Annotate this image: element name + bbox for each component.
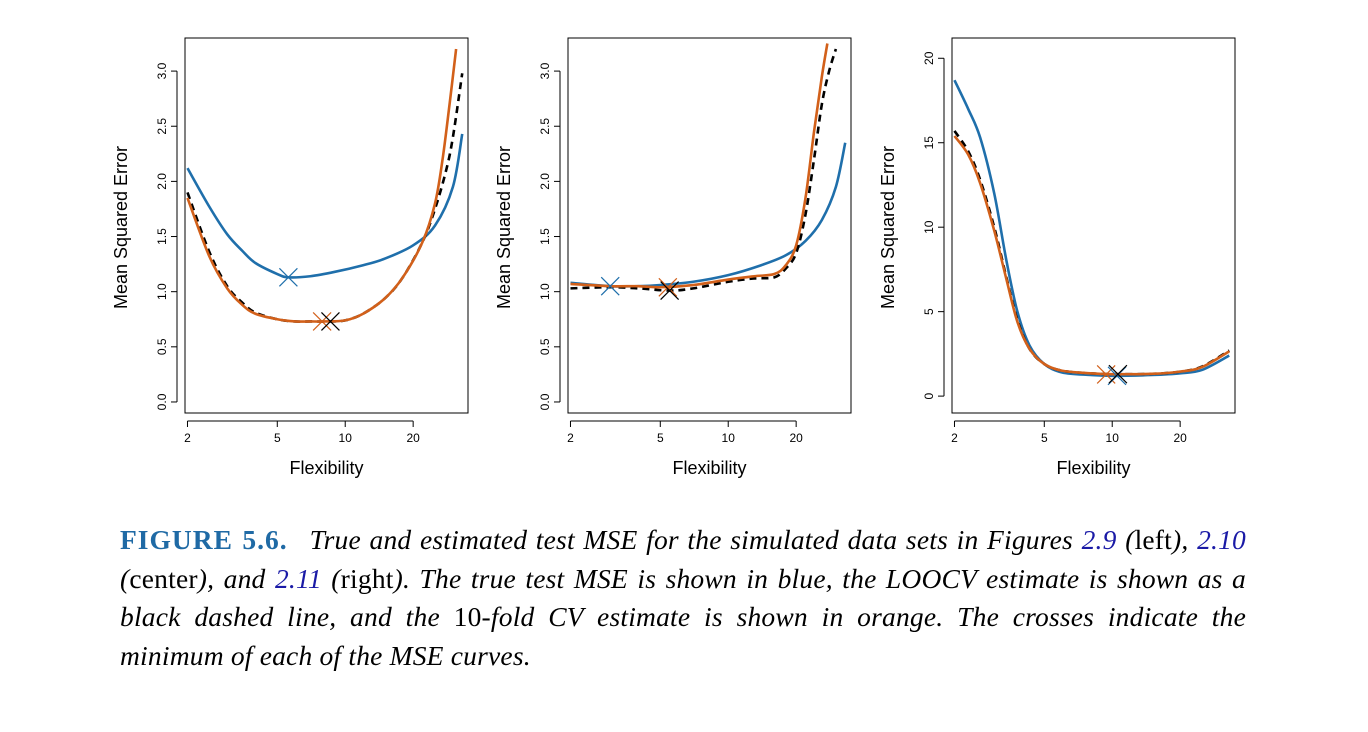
y-tick-label: 3.0: [538, 62, 552, 79]
x-tick-label: 2: [567, 431, 574, 445]
caption-text: right: [340, 562, 394, 594]
plot-frame: [951, 37, 1236, 414]
tenfold-cv-line: [570, 43, 829, 289]
y-axis-title: Mean Squared Error: [878, 146, 898, 309]
cross-stroke: [660, 281, 680, 300]
x-axis-title: Flexibility: [289, 458, 363, 478]
caption-text: center: [129, 562, 198, 594]
y-tick-label: 1.5: [538, 228, 552, 245]
loocv-estimate-line: [953, 130, 1230, 376]
minimum-cross-marker: [1108, 364, 1128, 384]
x-tick-label: 20: [1173, 431, 1187, 445]
x-tick-label: 2: [951, 431, 958, 445]
figure-label: FIGURE 5.6.: [120, 524, 288, 555]
y-tick-label: 0.5: [538, 338, 552, 355]
x-tick-label: 2: [184, 431, 191, 445]
x-tick-label: 20: [406, 431, 420, 445]
minimum-cross-marker: [600, 276, 620, 296]
cross-stroke: [321, 312, 340, 331]
x-tick-label: 5: [1041, 431, 1048, 445]
y-tick-label: 15: [922, 136, 936, 150]
y-tick-label: 5: [922, 308, 936, 315]
cross-stroke: [312, 312, 332, 331]
y-tick-label: 2.5: [155, 118, 169, 135]
figure-ref-link[interactable]: 2.11: [274, 562, 322, 594]
y-tick-label: 1.5: [155, 228, 169, 245]
loocv-estimate-line: [186, 73, 464, 323]
y-tick-label: 1.0: [538, 283, 552, 300]
caption-text: 10: [453, 601, 482, 633]
figure-ref-link[interactable]: 2.10: [1197, 524, 1247, 555]
plot-area: [186, 48, 464, 323]
tenfold-cv-line: [953, 135, 1230, 376]
y-tick-label: 0: [922, 392, 936, 399]
true-test-mse-line: [953, 79, 1230, 378]
y-tick-label: 20: [922, 51, 936, 65]
minimum-cross-marker: [312, 312, 332, 331]
minimum-cross-marker: [660, 281, 680, 300]
cross-stroke: [600, 276, 620, 296]
y-tick-label: 3.0: [155, 62, 169, 79]
minimum-cross-marker: [658, 277, 678, 297]
loocv-estimate-line: [570, 48, 838, 292]
caption-text: ), and: [197, 562, 275, 594]
cross-stroke: [278, 267, 298, 287]
caption-text: ). The true test MSE is shown in blue, t…: [120, 562, 1246, 633]
minimum-cross-marker: [321, 312, 340, 331]
center-panel-chart: 2 5 10 20 0.0 0.5 1.0 1.5 2.0 2.5 3.0 Flexibility Me…: [494, 37, 852, 478]
y-axis-title: Mean Squared Error: [111, 146, 131, 309]
cross-stroke: [658, 277, 678, 297]
caption-text: (: [321, 562, 341, 594]
plot-frame: [184, 37, 469, 414]
caption-text: True and estimated test MSE for the simu…: [309, 524, 1082, 555]
left-panel-chart: 2 5 10 20 0.0 0.5 1.0 1.5 2.0 2.5 3.0 Flexibility Me…: [111, 37, 469, 478]
y-axis-title: Mean Squared Error: [494, 146, 514, 309]
true-test-mse-line: [186, 133, 464, 279]
y-tick-label: 0.0: [155, 393, 169, 410]
caption-text: (: [1116, 524, 1135, 555]
y-tick-label: 0.0: [538, 393, 552, 410]
plot-area: [570, 43, 847, 292]
caption-text: ),: [1172, 524, 1198, 555]
x-tick-label: 20: [789, 431, 803, 445]
x-axis-title: Flexibility: [672, 458, 746, 478]
y-tick-label: 1.0: [155, 283, 169, 300]
y-tick-label: 2.0: [538, 173, 552, 190]
y-tick-label: 0.5: [155, 338, 169, 355]
x-tick-label: 10: [722, 431, 736, 445]
x-tick-label: 10: [339, 431, 353, 445]
figure-ref-link[interactable]: 2.9: [1081, 524, 1117, 555]
x-tick-label: 5: [657, 431, 664, 445]
plot-frame: [567, 37, 852, 414]
y-tick-label: 10: [922, 220, 936, 234]
minimum-cross-marker: [278, 267, 298, 287]
figure-caption: FIGURE 5.6. True and estimated test MSE f…: [120, 521, 1246, 675]
caption-text: left: [1134, 524, 1173, 555]
figure-charts: 2 5 10 200.00.51.01.52.02.53.0FlexibilityMe…: [111, 37, 1236, 478]
x-axis-title: Flexibility: [1056, 458, 1130, 478]
caption-text: (: [120, 562, 130, 594]
tenfold-cv-line: [186, 48, 458, 323]
x-tick-label: 10: [1106, 431, 1120, 445]
plot-area: [953, 79, 1230, 378]
x-tick-label: 5: [274, 431, 281, 445]
y-tick-label: 2.5: [538, 118, 552, 135]
y-tick-label: 2.0: [155, 173, 169, 190]
cross-stroke: [1108, 364, 1128, 384]
caption-text: -fold CV estimate is shown in orange. Th…: [120, 601, 1246, 671]
right-panel-chart: 2 5 10 20 0 5 10 15 20 Flexibility Mean Squared Er…: [878, 37, 1236, 478]
